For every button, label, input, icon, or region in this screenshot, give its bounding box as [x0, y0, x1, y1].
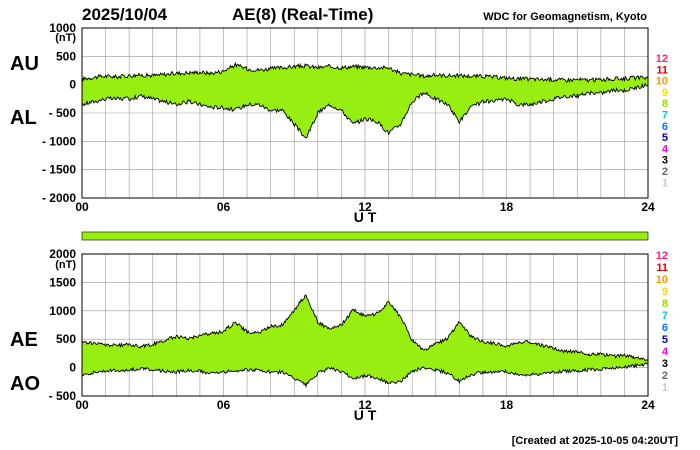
ae-ao-x-tick-label: 00: [75, 398, 89, 412]
station-count-2: 2: [662, 370, 668, 382]
station-count-4: 4: [662, 346, 669, 358]
station-count-4: 4: [662, 143, 669, 155]
station-count-10: 10: [656, 274, 668, 286]
station-count-11: 11: [656, 64, 668, 76]
au-al-y-tick-labels: 1000 500 0 - 500 - 1000 - 1500 - 2000: [42, 21, 76, 205]
au-al-x-tick-label: 06: [217, 200, 231, 214]
au-al-plot-frame: [81, 27, 649, 199]
ae-ao-plot-frame: [81, 253, 649, 397]
au-al-x-tick-label: 18: [500, 200, 514, 214]
ae-ao-y-tick-label: 2000: [49, 247, 76, 261]
ao-label: AO: [10, 373, 40, 395]
station-count-12: 12: [656, 250, 668, 262]
ae-ao-x-tick-label: 06: [217, 398, 231, 412]
ae-ao-x-axis-label: U T: [354, 407, 377, 423]
au-label: AU: [10, 53, 39, 75]
date-title: 2025/10/04: [82, 5, 168, 24]
ao-line: [81, 362, 649, 389]
au-al-y-tick-label: - 1500: [42, 163, 76, 177]
station-count-10: 10: [656, 76, 668, 88]
station-count-9: 9: [662, 286, 668, 298]
station-count-12: 12: [656, 53, 668, 65]
ae-ao-x-tick-label: 24: [641, 398, 655, 412]
station-count-5: 5: [662, 132, 668, 144]
ae-ao-y-tick-labels: 2000 1500 1000 500 0 - 500: [49, 247, 77, 403]
ae-line: [81, 294, 649, 362]
au-al-y-tick-label: 500: [56, 49, 76, 63]
au-al-fill-area: [82, 63, 648, 138]
index-title: AE(8) (Real-Time): [232, 5, 373, 24]
ae-ao-fill-area: [82, 295, 648, 387]
au-al-x-axis-label: U T: [354, 209, 377, 225]
station-count-9: 9: [662, 87, 668, 99]
au-al-x-tick-label: 24: [641, 200, 655, 214]
au-al-y-tick-label: - 1000: [42, 134, 76, 148]
station-count-6: 6: [662, 121, 668, 133]
au-al-y-tick-label: 0: [69, 78, 76, 92]
data-coverage-bar: [81, 231, 649, 241]
ae-ao-x-tick-labels: 00 06 12 18 24: [75, 398, 655, 412]
al-label: AL: [10, 107, 37, 129]
station-count-8: 8: [662, 298, 668, 310]
source-label: WDC for Geomagnetism, Kyoto: [483, 11, 647, 23]
ae-ao-x-tick-label: 12: [358, 398, 372, 412]
station-count-3: 3: [662, 155, 668, 167]
au-al-y-tick-label: - 2000: [42, 191, 76, 205]
au-line: [81, 61, 649, 84]
ae-ao-y-tick-label: 0: [69, 361, 76, 375]
ae-ao-y-tick-label: 1000: [49, 304, 76, 318]
station-count-6: 6: [662, 322, 668, 334]
ae-ao-y-tick-label: 1500: [49, 275, 76, 289]
ae-ao-x-tick-label: 18: [500, 398, 514, 412]
station-count-7: 7: [662, 310, 668, 322]
ae-label: AE: [10, 329, 38, 351]
au-al-unit-label: (nT): [55, 32, 76, 44]
station-count-8: 8: [662, 98, 668, 110]
ae-ao-y-tick-label: 500: [56, 332, 76, 346]
station-count-7: 7: [662, 110, 668, 122]
al-line: [81, 82, 649, 139]
ae-ao-y-tick-label: - 500: [49, 389, 77, 403]
ae-ao-area: [81, 294, 649, 389]
station-count-2: 2: [662, 166, 668, 178]
station-count-11: 11: [656, 262, 668, 274]
au-al-x-tick-label: 00: [75, 200, 89, 214]
station-count-1: 1: [662, 382, 668, 394]
station-count-5: 5: [662, 334, 668, 346]
au-al-x-tick-labels: 00 06 12 18 24: [75, 200, 655, 214]
au-al-x-tick-label: 12: [358, 200, 372, 214]
ae-ao-unit-label: (nT): [55, 259, 76, 271]
station-count-1: 1: [662, 177, 668, 189]
au-al-y-tick-label: - 500: [49, 106, 77, 120]
station-count-3: 3: [662, 358, 668, 370]
created-timestamp: [Created at 2025-10-05 04:20UT]: [512, 435, 679, 447]
au-al-area: [81, 61, 649, 139]
au-al-y-tick-label: 1000: [49, 21, 76, 35]
